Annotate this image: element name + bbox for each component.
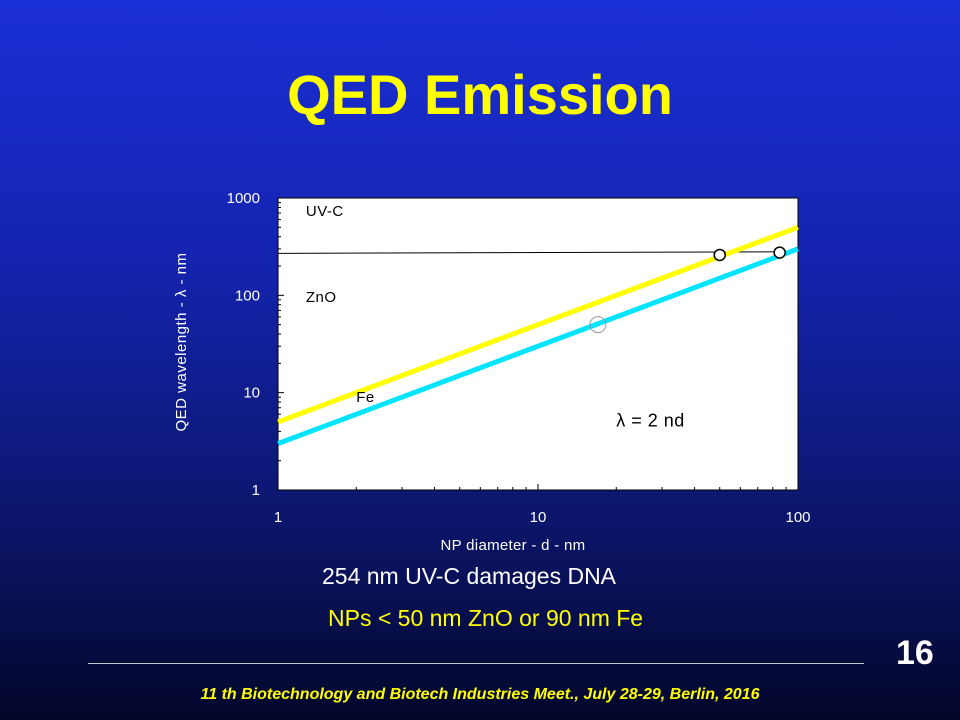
y-tick-label: 1 xyxy=(252,482,260,499)
equation-annotation: λ = 2 nd xyxy=(616,410,685,430)
open-circle-marker xyxy=(589,316,607,334)
x-tick-label: 1 xyxy=(274,509,282,526)
footer-divider xyxy=(88,663,864,664)
data-point-marker xyxy=(713,248,726,262)
footer-text: 11 th Biotechnology and Biotech Industri… xyxy=(200,686,760,703)
series-annotation: ZnO xyxy=(306,289,337,306)
page-number: 16 xyxy=(896,634,934,672)
slide-title: QED Emission xyxy=(287,63,673,126)
caption-uvc-dna: 254 nm UV-C damages DNA xyxy=(322,563,617,589)
uvc-reference-line xyxy=(277,251,787,254)
caption-np-size: NPs < 50 nm ZnO or 90 nm Fe xyxy=(328,605,644,631)
y-axis-label: QED wavelength - λ - nm xyxy=(173,252,190,431)
y-tick-label: 100 xyxy=(235,287,260,304)
x-tick-label: 100 xyxy=(785,509,810,526)
data-point-marker xyxy=(773,246,786,259)
series-annotation: Fe xyxy=(356,389,375,406)
series-line-zno xyxy=(277,224,799,425)
series-line-fe xyxy=(277,246,799,446)
series-annotation: UV-C xyxy=(306,203,344,220)
x-axis-label: NP diameter - d - nm xyxy=(441,537,586,554)
y-tick-label: 1000 xyxy=(227,190,260,207)
y-tick-label: 10 xyxy=(243,385,260,402)
x-tick-label: 10 xyxy=(530,509,547,526)
